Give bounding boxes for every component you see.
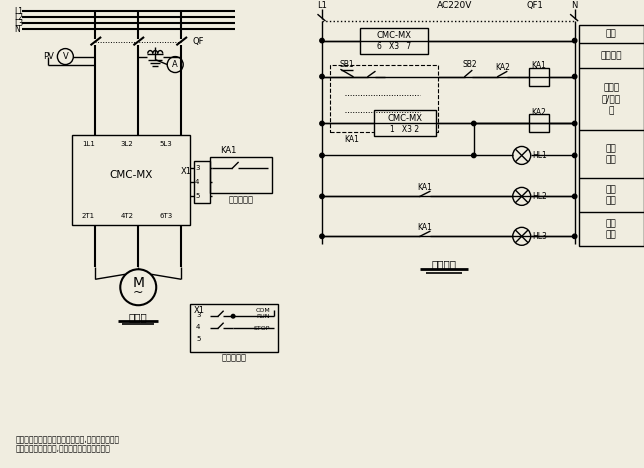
- Text: AC220V: AC220V: [437, 1, 472, 10]
- Text: L3: L3: [14, 19, 24, 28]
- Bar: [579, 25, 643, 246]
- Bar: [210, 157, 272, 193]
- Text: 4: 4: [195, 179, 200, 185]
- Text: KA1: KA1: [417, 183, 432, 192]
- Text: KA1: KA1: [531, 61, 546, 70]
- Text: 3: 3: [195, 165, 200, 171]
- Bar: [194, 161, 210, 204]
- Text: CMC-MX: CMC-MX: [376, 31, 412, 40]
- Text: 运行
指示: 运行 指示: [606, 185, 616, 205]
- Text: 软起动
起/停控
制: 软起动 起/停控 制: [601, 84, 621, 115]
- Circle shape: [320, 234, 324, 239]
- Text: 4T2: 4T2: [121, 213, 134, 219]
- Bar: [529, 115, 549, 132]
- Circle shape: [573, 121, 577, 126]
- Text: 的输出方式进行修改,需对此图做相应的调整。: 的输出方式进行修改,需对此图做相应的调整。: [15, 445, 110, 453]
- Text: V: V: [62, 52, 68, 61]
- Text: 控制电源: 控制电源: [600, 51, 622, 60]
- Text: KA2: KA2: [531, 108, 546, 117]
- Text: KA2: KA2: [495, 63, 510, 72]
- Text: CMC-MX: CMC-MX: [109, 170, 153, 180]
- Text: SB2: SB2: [462, 60, 477, 69]
- Circle shape: [320, 121, 324, 126]
- Circle shape: [320, 153, 324, 158]
- Bar: [190, 304, 278, 352]
- Text: KA1: KA1: [417, 223, 432, 232]
- Text: HL2: HL2: [533, 192, 547, 201]
- Text: 此控制回路图以出厂参数设置为准,如用户对继电器: 此控制回路图以出厂参数设置为准,如用户对继电器: [15, 436, 120, 445]
- Text: 故障
指示: 故障 指示: [606, 144, 616, 164]
- Text: 1L1: 1L1: [82, 141, 95, 147]
- Bar: [529, 67, 549, 86]
- Circle shape: [573, 38, 577, 43]
- Text: ~: ~: [133, 286, 144, 299]
- Text: QF: QF: [192, 37, 204, 46]
- Circle shape: [471, 121, 476, 126]
- Circle shape: [573, 153, 577, 158]
- Text: N: N: [14, 25, 20, 34]
- Circle shape: [231, 314, 235, 318]
- Text: 5: 5: [196, 336, 200, 342]
- Text: N: N: [571, 1, 578, 10]
- Text: QF1: QF1: [526, 1, 543, 10]
- Text: KA1: KA1: [220, 146, 236, 155]
- Text: 4: 4: [196, 324, 200, 330]
- Text: L1: L1: [317, 1, 327, 10]
- Circle shape: [320, 194, 324, 198]
- Text: HL3: HL3: [532, 232, 547, 241]
- Bar: [360, 28, 428, 53]
- Text: X1: X1: [194, 306, 205, 314]
- Circle shape: [573, 234, 577, 239]
- Text: 6T3: 6T3: [160, 213, 173, 219]
- Text: L2: L2: [14, 13, 23, 22]
- Text: 5: 5: [195, 193, 200, 199]
- Text: L1: L1: [14, 7, 23, 16]
- Text: COM: COM: [255, 308, 270, 313]
- Text: 微断: 微断: [606, 29, 616, 38]
- Text: STOP: STOP: [254, 326, 270, 331]
- Text: PV: PV: [43, 52, 54, 61]
- Text: KA1: KA1: [344, 135, 359, 144]
- Circle shape: [320, 74, 324, 79]
- Text: SB1: SB1: [339, 60, 354, 69]
- Text: RUN: RUN: [256, 314, 270, 319]
- Text: 单节点控制: 单节点控制: [229, 195, 254, 204]
- Text: 1   X3 2: 1 X3 2: [390, 125, 419, 134]
- Text: A: A: [173, 60, 178, 69]
- Text: 主回路: 主回路: [129, 312, 147, 322]
- Text: 5L3: 5L3: [160, 141, 173, 147]
- Text: 双节点控制: 双节点控制: [222, 354, 247, 363]
- Text: HL1: HL1: [533, 151, 547, 160]
- Text: 3L2: 3L2: [121, 141, 134, 147]
- Bar: [374, 110, 436, 137]
- Bar: [72, 135, 190, 225]
- Circle shape: [471, 153, 476, 158]
- Text: 6   X3   7: 6 X3 7: [377, 42, 411, 51]
- Text: 控制回路: 控制回路: [432, 259, 457, 269]
- Text: 停止
指示: 停止 指示: [606, 219, 616, 240]
- Text: 3: 3: [196, 312, 200, 318]
- Text: 2T1: 2T1: [82, 213, 95, 219]
- Text: X1: X1: [181, 167, 192, 176]
- Bar: [330, 65, 438, 132]
- Circle shape: [320, 38, 324, 43]
- Circle shape: [573, 194, 577, 198]
- Circle shape: [573, 74, 577, 79]
- Text: CMC-MX: CMC-MX: [388, 114, 422, 123]
- Text: M: M: [132, 276, 144, 290]
